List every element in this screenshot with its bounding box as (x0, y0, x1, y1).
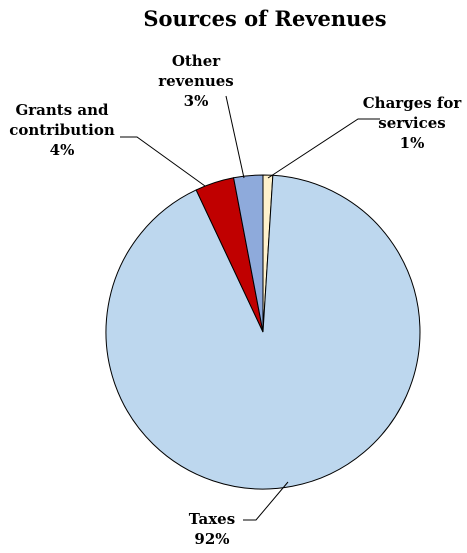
slice-label-0: Charges for services 1% (363, 94, 463, 152)
pie-slices (105, 174, 421, 490)
leader-line-1 (243, 481, 289, 521)
leader-line-3 (225, 95, 245, 179)
slice-label-1: Taxes 92% (189, 510, 235, 548)
pie-slice-1 (105, 174, 421, 490)
leader-lines (120, 95, 380, 521)
chart-title: Sources of Revenues (143, 6, 386, 31)
slice-labels: Charges for services 1% Taxes 92% Grants and c… (9, 52, 462, 548)
leader-line-2 (120, 136, 206, 187)
leader-line-0 (267, 118, 380, 179)
pie-slice-3 (232, 174, 264, 333)
slice-label-3: Other revenues 3% (158, 52, 234, 110)
slice-label-2: Grants and contribution 4% (9, 101, 115, 159)
